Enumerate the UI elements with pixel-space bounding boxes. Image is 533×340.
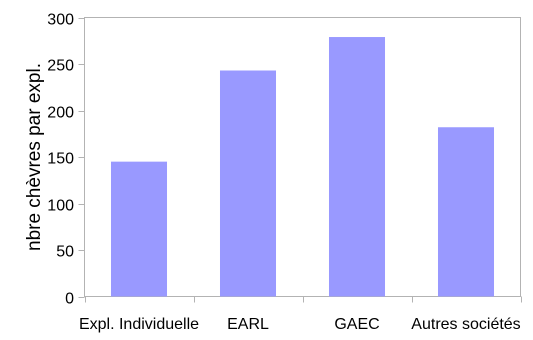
x-tick-label: GAEC [334, 316, 379, 333]
y-axis: 0 50 100 150 200 250 300 [47, 12, 85, 308]
bar [328, 37, 386, 297]
y-tick-label: 100 [47, 198, 74, 215]
x-axis [85, 296, 522, 303]
bar [437, 127, 495, 297]
x-tick-label: Expl. Individuelle [79, 316, 199, 333]
x-tick-label: Autres sociétés [411, 316, 520, 333]
x-tick-label: EARL [227, 316, 269, 333]
y-tick-label: 200 [47, 105, 74, 122]
y-tick-label: 0 [65, 291, 74, 308]
y-tick-label: 150 [47, 151, 74, 168]
y-tick-label: 50 [56, 244, 74, 261]
bar-series [110, 37, 495, 297]
y-axis-title: nbre chèvres par expl. [24, 63, 45, 251]
y-tick-label: 250 [47, 58, 74, 75]
y-tick-label: 300 [47, 12, 74, 29]
bar [219, 70, 277, 297]
x-tick-labels: Expl. Individuelle EARL GAEC Autres société… [79, 316, 521, 333]
bar [110, 161, 168, 297]
